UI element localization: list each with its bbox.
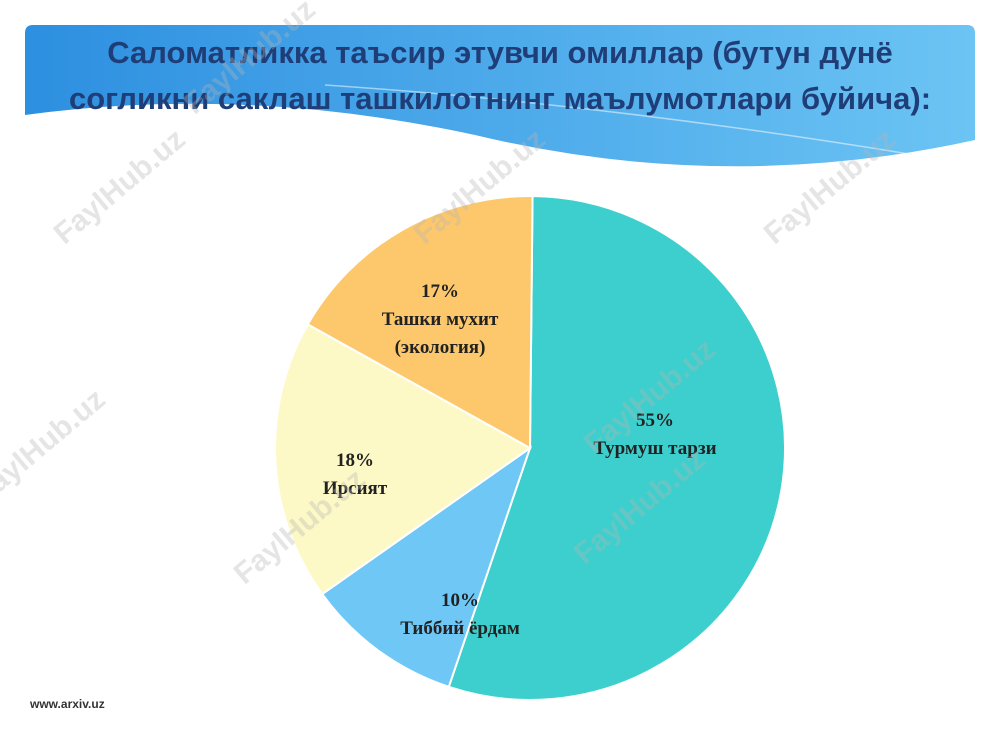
value-label: 18%	[336, 450, 374, 471]
category-label: Ирсият	[322, 478, 388, 499]
slice-label: 17% Ташки мухит (экология)	[370, 278, 510, 362]
pie-slice	[274, 323, 532, 596]
pie-slice	[320, 445, 532, 689]
chart-title: Саломатликка таъсир этувчи омиллар (буту…	[68, 35, 932, 116]
pie-slice	[306, 195, 534, 450]
value-label: 55%	[636, 410, 674, 431]
category-label: Тиббий ёрдам	[400, 618, 520, 639]
footer: www.arxiv.uz	[30, 697, 105, 711]
category-label: Ташки мухит (экология)	[381, 309, 499, 358]
slice-label: 10% Тиббий ёрдам	[390, 587, 530, 643]
slice-label: 18% Ирсият	[285, 447, 425, 503]
category-label: Турмуш тарзи	[593, 438, 717, 459]
value-label: 17%	[421, 281, 459, 302]
pie-slice	[447, 195, 786, 701]
header-band	[25, 25, 975, 173]
value-label: 10%	[441, 590, 479, 611]
slice-label: 55% Турмуш тарзи	[570, 407, 740, 463]
